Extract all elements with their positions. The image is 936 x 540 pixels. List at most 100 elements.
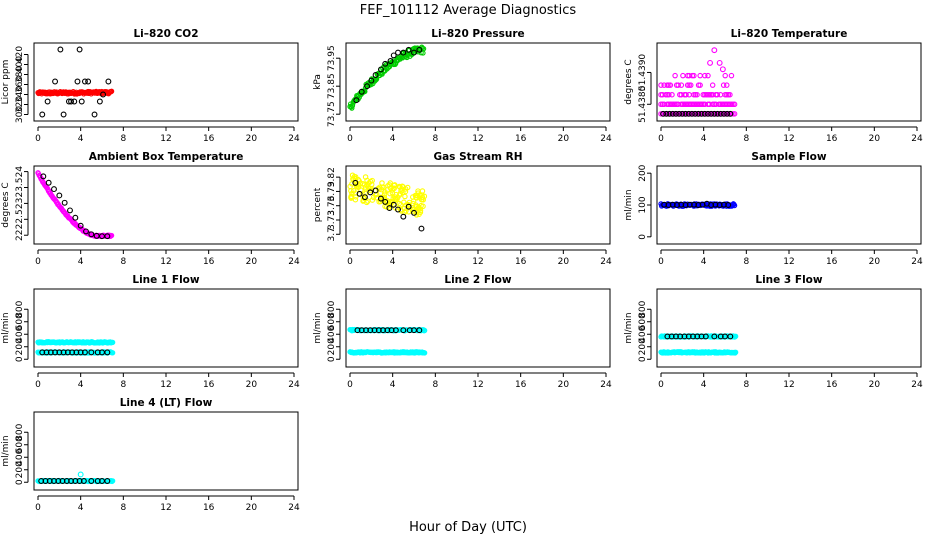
- data-point: [711, 47, 718, 54]
- data-point: [422, 327, 428, 334]
- y-tick-label: 600: [15, 436, 25, 453]
- series-avg-high: [35, 339, 116, 346]
- data-point: [352, 179, 359, 186]
- chart-panel-3: Li–820 Temperature 0 4 8 12 16 20 24 51.438051.4…: [624, 28, 923, 144]
- plot-frame: [33, 411, 299, 491]
- data-point: [44, 98, 51, 105]
- data-point: [396, 192, 403, 198]
- data-point: [708, 110, 715, 117]
- x-tick-label: 20: [558, 134, 570, 144]
- data-point: [709, 82, 716, 88]
- x-tick-label: 0: [658, 380, 664, 390]
- y-tick-label: 380: [15, 66, 25, 83]
- data-point: [364, 182, 370, 189]
- data-point: [733, 333, 739, 339]
- x-tick-label: 16: [826, 380, 838, 390]
- data-point: [372, 72, 379, 78]
- data-point: [418, 225, 425, 232]
- data-point: [402, 188, 409, 195]
- data-point: [40, 173, 47, 180]
- data-point: [658, 82, 664, 88]
- data-point: [416, 327, 423, 334]
- series-check: [354, 327, 423, 334]
- chart-title: Ambient Box Temperature: [89, 151, 244, 163]
- y-tick-label: 600: [638, 313, 648, 330]
- y-tick-label: 0: [327, 356, 337, 362]
- data-point: [411, 49, 417, 56]
- plot-frame: [33, 288, 299, 368]
- figure-title: FEF_101112 Average Diagnostics: [360, 3, 577, 18]
- y-tick-label: 0: [638, 356, 648, 362]
- data-point: [104, 478, 111, 484]
- data-point: [348, 187, 354, 194]
- data-point: [77, 222, 84, 229]
- x-tick-label: 0: [35, 257, 41, 267]
- chart-title: Li–820 Temperature: [731, 28, 848, 40]
- x-tick-label: 16: [515, 257, 527, 267]
- data-point: [393, 191, 399, 198]
- series-avg-low: [658, 349, 739, 356]
- data-point: [669, 91, 675, 98]
- x-tick-label: 20: [246, 380, 258, 390]
- y-axis-label: degrees C: [1, 182, 11, 227]
- x-tick-label: 0: [658, 134, 664, 144]
- data-point: [88, 349, 95, 356]
- data-point: [398, 201, 404, 208]
- series-check: [38, 478, 111, 484]
- data-point: [683, 91, 689, 98]
- y-tick-label: 73.85: [327, 73, 337, 99]
- data-point: [80, 478, 87, 484]
- data-point: [702, 72, 708, 79]
- y-axis-label: ml/min: [1, 312, 11, 343]
- y-tick-label: 800: [15, 423, 25, 440]
- data-point: [52, 78, 59, 85]
- data-point: [697, 72, 703, 79]
- data-point: [717, 91, 724, 98]
- data-point: [395, 49, 401, 56]
- x-tick-label: 16: [826, 257, 838, 267]
- data-point: [702, 333, 709, 340]
- x-tick-label: 24: [911, 134, 923, 144]
- chart-panel-2: Li–820 Pressure 0 4 8 12 16 20 24 73.75 73.85 73.9…: [313, 28, 612, 144]
- x-tick-label: 20: [246, 257, 258, 267]
- y-tick-label: 200: [638, 164, 648, 181]
- x-tick-label: 12: [160, 134, 171, 144]
- data-point: [400, 49, 407, 56]
- data-point: [353, 97, 360, 104]
- y-tick-label: 400: [15, 448, 25, 465]
- x-tick-label: 8: [743, 380, 749, 390]
- data-point: [678, 82, 685, 88]
- chart-title: Line 1 Flow: [132, 274, 199, 286]
- data-point: [727, 333, 734, 340]
- y-tick-label: 23.5: [15, 177, 25, 197]
- data-point: [88, 478, 95, 484]
- x-tick-label: 12: [160, 257, 171, 267]
- data-point: [96, 98, 103, 105]
- x-tick-label: 16: [826, 134, 838, 144]
- y-axis-label: degrees C: [624, 59, 634, 104]
- chart-panel-4: Ambient Box Temperature 0 4 8 12 16 20 24 2222.5…: [1, 151, 300, 267]
- data-point: [387, 58, 394, 64]
- data-point: [56, 192, 63, 199]
- x-tick-label: 0: [35, 380, 41, 390]
- x-tick-label: 16: [203, 257, 215, 267]
- data-point: [405, 46, 412, 53]
- data-point: [720, 110, 727, 117]
- series-check: [40, 173, 111, 240]
- x-tick-label: 12: [472, 134, 483, 144]
- data-point: [382, 60, 389, 67]
- x-tick-label: 24: [288, 257, 300, 267]
- data-point: [110, 350, 116, 356]
- data-point: [39, 111, 46, 118]
- series-avg: [35, 88, 115, 97]
- y-tick-label: 0: [638, 234, 648, 240]
- series-check: [661, 200, 732, 208]
- x-tick-label: 0: [35, 134, 41, 144]
- x-tick-label: 20: [869, 257, 881, 267]
- data-point: [728, 72, 735, 79]
- y-tick-label: 24: [15, 166, 25, 178]
